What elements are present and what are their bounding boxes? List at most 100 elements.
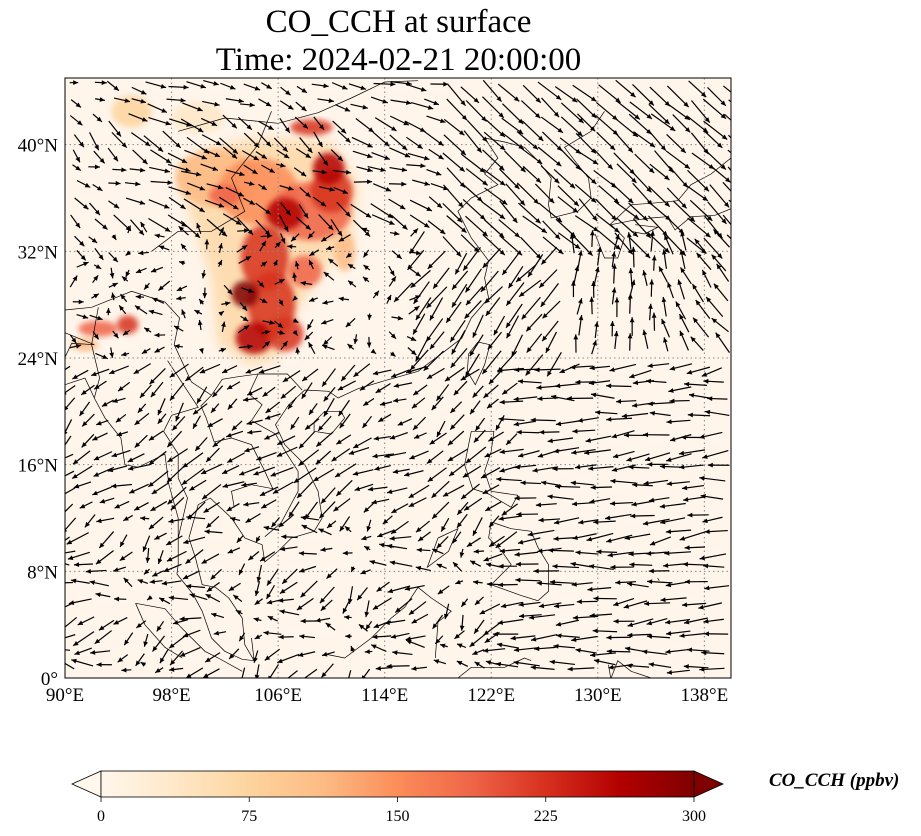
wind-arrow-head [364, 611, 370, 618]
wind-arrow-head [201, 469, 207, 474]
wind-arrow [300, 580, 318, 598]
wind-arrow-head [575, 550, 581, 556]
wind-arrow-head [628, 551, 634, 557]
wind-arrow-head [123, 516, 129, 521]
wind-arrow-head [299, 568, 305, 573]
wind-arrow-head [702, 518, 708, 524]
wind-arrow [609, 501, 634, 506]
colorbar-tick-label: 75 [241, 808, 257, 825]
wind-arrow [642, 649, 668, 655]
wind-arrow [113, 617, 128, 625]
wind-arrow-shaft [362, 668, 371, 678]
wind-arrow [325, 622, 336, 631]
wind-arrow [356, 587, 368, 601]
wind-arrow-head [552, 563, 558, 569]
wind-arrow [518, 601, 541, 607]
wind-arrow-head [253, 657, 258, 663]
wind-arrow [96, 662, 112, 668]
wind-arrow [451, 531, 462, 544]
wind-arrow-head [556, 633, 562, 639]
wind-arrow-head [682, 561, 688, 567]
wind-arrow-head [256, 576, 262, 583]
wind-arrow [344, 614, 352, 620]
wind-arrow-head [416, 547, 422, 553]
wind-arrow [665, 648, 689, 655]
wind-arrow [67, 551, 90, 560]
wind-arrow [463, 497, 483, 511]
wind-arrow [513, 660, 540, 667]
wind-arrow [127, 463, 151, 471]
wind-arrow-head [647, 579, 653, 585]
wind-arrow [235, 609, 243, 615]
wind-arrow-head [514, 495, 520, 501]
wind-arrow-head [245, 517, 252, 523]
wind-arrow-head [486, 581, 492, 587]
wind-arrow-head [345, 633, 351, 639]
wind-arrow [149, 579, 163, 584]
wind-arrow-head [405, 636, 412, 642]
wind-arrow [264, 648, 281, 661]
wind-arrow [267, 615, 278, 622]
wind-arrow-head [65, 529, 68, 533]
wind-arrow-shaft [65, 649, 71, 651]
wind-arrow-head [279, 609, 285, 615]
wind-arrow-head [411, 666, 417, 671]
wind-arrow-head [608, 664, 614, 670]
wind-arrow-head [137, 579, 144, 584]
wind-arrow [627, 618, 654, 627]
wind-arrow-head [457, 509, 463, 515]
wind-arrow [236, 535, 244, 543]
wind-arrow-head [148, 481, 154, 487]
wind-arrow-head [339, 525, 345, 532]
wind-arrow [456, 660, 469, 667]
wind-arrow-head [704, 529, 710, 534]
wind-arrow-head [96, 662, 102, 668]
wind-arrow [183, 536, 206, 545]
wind-arrow [460, 598, 469, 608]
wind-arrow [626, 663, 650, 669]
colorbar-extend-low [71, 770, 102, 798]
wind-arrow [587, 586, 612, 592]
wind-arrow-head [70, 578, 77, 584]
wind-arrow-head [361, 535, 367, 541]
wind-arrow-head [266, 599, 273, 605]
wind-arrow-head [169, 643, 175, 649]
wind-arrow-head [333, 506, 339, 512]
wind-arrow-head [239, 635, 245, 642]
wind-arrow-head [513, 660, 519, 666]
wind-arrow [278, 634, 294, 640]
wind-arrow-head [95, 592, 101, 598]
wind-arrow-head [483, 648, 489, 653]
wind-arrow-head [73, 483, 80, 489]
colorbar-label: CO_CCH (ppbv) [769, 770, 900, 791]
wind-arrow-head [254, 599, 261, 605]
wind-arrow-head [589, 612, 595, 618]
wind-arrow-head [322, 651, 328, 657]
wind-arrow-head [605, 515, 611, 521]
wind-arrow-head [371, 499, 377, 505]
wind-arrow [301, 524, 318, 534]
wind-arrow [363, 501, 376, 513]
wind-arrow-head [533, 568, 539, 574]
wind-arrow-shaft [65, 487, 76, 495]
wind-arrow-head [111, 483, 117, 489]
wind-arrow-head [386, 663, 392, 669]
wind-arrow [701, 650, 725, 656]
wind-arrow-head [319, 512, 325, 519]
wind-arrow-head [254, 634, 261, 639]
wind-arrow [72, 631, 95, 647]
wind-arrow [213, 630, 227, 636]
wind-arrow-head [666, 481, 672, 487]
wind-arrow [681, 602, 707, 608]
wind-arrow [226, 503, 240, 512]
wind-arrow-head [298, 550, 304, 556]
wind-arrow-head [548, 547, 554, 553]
wind-arrow [154, 532, 167, 540]
wind-arrow-head [157, 558, 163, 564]
wind-arrow [268, 664, 279, 678]
wind-arrow-head [408, 502, 415, 507]
wind-arrow [469, 634, 486, 648]
wind-arrow [492, 631, 519, 637]
wind-arrow [204, 652, 221, 663]
wind-arrow [253, 650, 259, 663]
